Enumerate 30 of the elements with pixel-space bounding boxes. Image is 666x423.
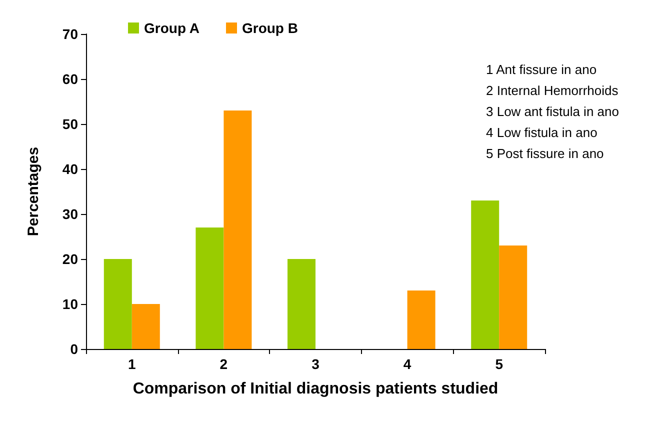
y-axis-title: Percentages [25, 146, 42, 236]
bar [407, 290, 436, 349]
y-tick-label: 60 [62, 71, 78, 87]
x-tick-label: 2 [220, 356, 228, 372]
y-tick-label: 30 [62, 206, 78, 222]
annotation: 1 Ant fissure in ano [486, 62, 597, 77]
x-tick-label: 1 [128, 356, 136, 372]
bar [499, 246, 528, 349]
legend-label: Group B [242, 20, 298, 36]
x-tick-label: 3 [312, 356, 320, 372]
bar [471, 200, 500, 349]
annotation: 3 Low ant fistula in ano [486, 104, 619, 119]
y-tick-label: 50 [62, 116, 78, 132]
bar [288, 259, 316, 349]
annotation: 4 Low fistula in ano [486, 125, 598, 140]
y-tick-label: 70 [62, 26, 78, 42]
x-tick-label: 5 [495, 356, 504, 372]
x-axis-title: Comparison of Initial diagnosis patients studied [132, 380, 498, 398]
y-tick-label: 10 [62, 296, 78, 312]
y-tick-label: 0 [70, 341, 78, 357]
bar [196, 228, 224, 349]
y-tick-label: 40 [62, 161, 78, 177]
x-tick-label: 4 [403, 356, 412, 372]
bar [104, 259, 132, 349]
bar [132, 304, 160, 349]
y-tick-label: 20 [62, 251, 78, 267]
legend-label: Group A [144, 20, 200, 36]
annotation: 5 Post fissure in ano [486, 146, 604, 161]
bar [224, 110, 252, 349]
annotation: 2 Internal Hemorrhoids [486, 83, 619, 98]
